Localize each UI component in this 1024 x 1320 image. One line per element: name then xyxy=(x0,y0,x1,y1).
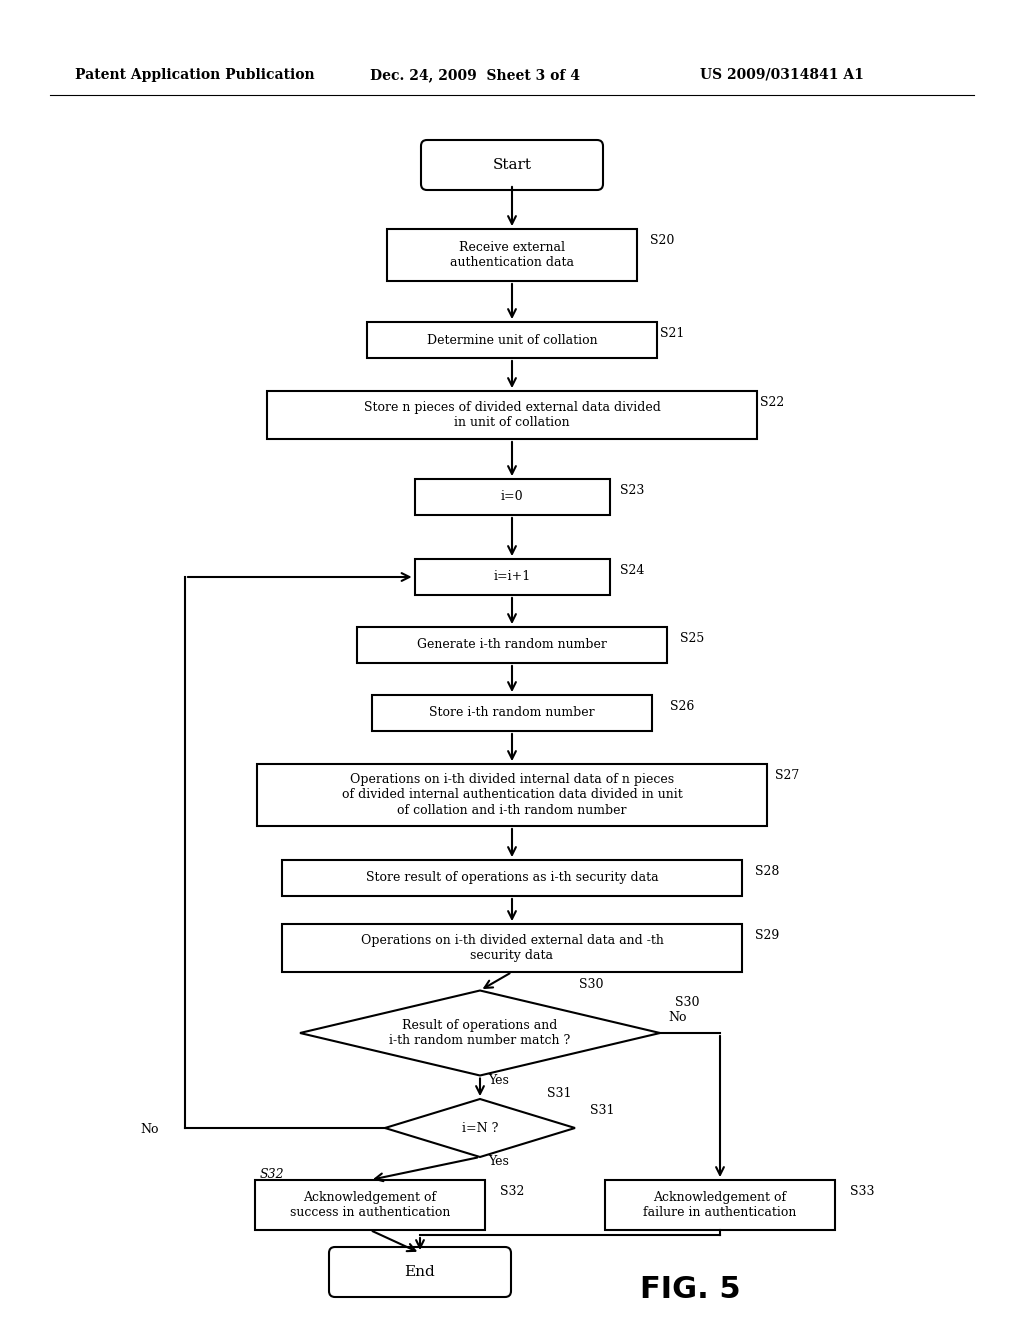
Text: S26: S26 xyxy=(670,700,694,713)
Bar xyxy=(357,627,667,663)
Bar xyxy=(367,322,657,358)
Polygon shape xyxy=(300,990,660,1076)
Text: Dec. 24, 2009  Sheet 3 of 4: Dec. 24, 2009 Sheet 3 of 4 xyxy=(370,69,580,82)
Text: S30: S30 xyxy=(579,978,603,991)
Text: S25: S25 xyxy=(680,632,705,645)
Text: Acknowledgement of
success in authentication: Acknowledgement of success in authentica… xyxy=(290,1191,451,1218)
Text: FIG. 5: FIG. 5 xyxy=(640,1275,740,1304)
Text: US 2009/0314841 A1: US 2009/0314841 A1 xyxy=(700,69,864,82)
Text: S27: S27 xyxy=(775,770,800,781)
Text: Operations on i-th divided internal data of n pieces
of divided internal authent: Operations on i-th divided internal data… xyxy=(342,774,682,817)
Text: Determine unit of collation: Determine unit of collation xyxy=(427,334,597,346)
Text: S22: S22 xyxy=(760,396,784,409)
Bar xyxy=(267,391,757,440)
Text: S32: S32 xyxy=(500,1185,524,1199)
Text: Start: Start xyxy=(493,158,531,172)
Text: Patent Application Publication: Patent Application Publication xyxy=(75,69,314,82)
FancyBboxPatch shape xyxy=(421,140,603,190)
Text: Yes: Yes xyxy=(488,1073,509,1086)
Bar xyxy=(415,558,609,595)
Text: S30: S30 xyxy=(675,995,699,1008)
Text: S31: S31 xyxy=(547,1086,571,1100)
Bar xyxy=(282,924,742,972)
Text: S31: S31 xyxy=(590,1104,614,1117)
Text: Receive external
authentication data: Receive external authentication data xyxy=(450,242,574,269)
Bar xyxy=(415,479,609,515)
Text: S23: S23 xyxy=(620,484,644,498)
Bar xyxy=(255,1180,485,1230)
Text: S32: S32 xyxy=(260,1168,285,1181)
Text: S33: S33 xyxy=(850,1185,874,1199)
Text: i=0: i=0 xyxy=(501,491,523,503)
Bar xyxy=(605,1180,835,1230)
Polygon shape xyxy=(385,1100,575,1158)
Bar xyxy=(282,861,742,896)
Text: S28: S28 xyxy=(755,865,779,878)
Text: No: No xyxy=(668,1011,686,1024)
Text: End: End xyxy=(404,1265,435,1279)
Text: Result of operations and
i-th random number match ?: Result of operations and i-th random num… xyxy=(389,1019,570,1047)
Text: S29: S29 xyxy=(755,929,779,942)
Bar xyxy=(372,696,652,731)
Text: Store i-th random number: Store i-th random number xyxy=(429,706,595,719)
Text: Store n pieces of divided external data divided
in unit of collation: Store n pieces of divided external data … xyxy=(364,401,660,429)
Text: Operations on i-th divided external data and -th
security data: Operations on i-th divided external data… xyxy=(360,935,664,962)
Text: S21: S21 xyxy=(660,327,684,341)
Text: Yes: Yes xyxy=(488,1155,509,1168)
FancyBboxPatch shape xyxy=(329,1247,511,1298)
Text: i=i+1: i=i+1 xyxy=(494,570,530,583)
Text: No: No xyxy=(140,1123,159,1137)
Bar xyxy=(387,228,637,281)
Text: S24: S24 xyxy=(620,564,644,577)
Bar xyxy=(257,764,767,826)
Text: Acknowledgement of
failure in authentication: Acknowledgement of failure in authentica… xyxy=(643,1191,797,1218)
Text: Store result of operations as i-th security data: Store result of operations as i-th secur… xyxy=(366,871,658,884)
Text: S20: S20 xyxy=(650,234,675,247)
Text: Generate i-th random number: Generate i-th random number xyxy=(417,639,607,652)
Text: i=N ?: i=N ? xyxy=(462,1122,499,1134)
